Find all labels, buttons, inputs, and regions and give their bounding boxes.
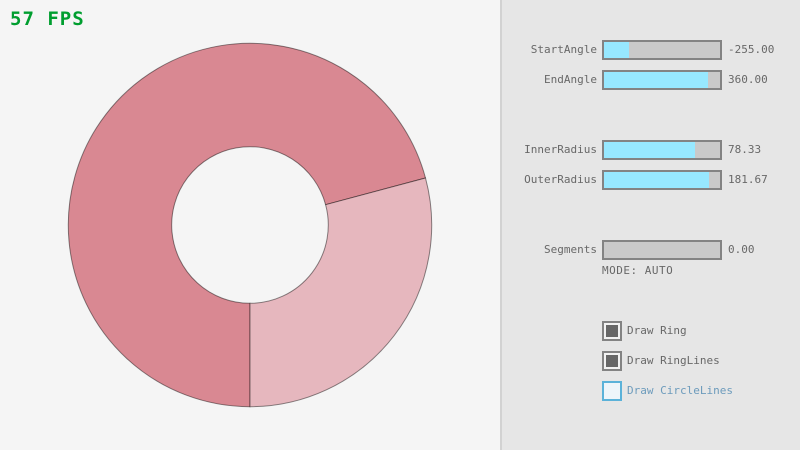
outer-radius-slider[interactable]	[602, 170, 722, 190]
ring-light-segment	[249, 177, 433, 408]
inner-radius-row: InnerRadius 78.33	[502, 140, 800, 160]
start-angle-value: -255.00	[728, 43, 775, 56]
segments-row: Segments 0.00	[502, 240, 800, 260]
checkbox-box	[602, 321, 622, 341]
slider-fill	[604, 42, 630, 58]
draw-ringlines-checkbox[interactable]: Draw RingLines	[602, 351, 800, 371]
segments-label: Segments	[544, 243, 597, 256]
start-angle-row: StartAngle -255.00	[502, 40, 800, 60]
fps-counter: 57 FPS	[10, 8, 85, 30]
mode-label: MODE: AUTO	[602, 264, 674, 277]
draw-circlelines-label: Draw CircleLines	[627, 384, 733, 397]
checkbox-check-icon	[606, 355, 618, 367]
draw-ringlines-label: Draw RingLines	[627, 354, 720, 367]
outer-radius-value: 181.67	[728, 173, 768, 186]
end-angle-label: EndAngle	[544, 73, 597, 86]
slider-fill	[604, 172, 710, 188]
inner-radius-value: 78.33	[728, 143, 762, 156]
draw-ring-label: Draw Ring	[627, 324, 687, 337]
outer-radius-label: OuterRadius	[524, 173, 597, 186]
control-panel: StartAngle -255.00 EndAngle 360.00 Inner…	[500, 0, 800, 450]
slider-fill	[604, 72, 709, 88]
inner-radius-slider[interactable]	[602, 140, 722, 160]
outer-radius-row: OuterRadius 181.67	[502, 170, 800, 190]
checkbox-box	[602, 381, 622, 401]
segments-slider[interactable]	[602, 240, 722, 260]
end-angle-slider[interactable]	[602, 70, 722, 90]
checkbox-check-icon	[606, 385, 618, 397]
inner-radius-label: InnerRadius	[524, 143, 597, 156]
start-angle-slider[interactable]	[602, 40, 722, 60]
checkbox-check-icon	[606, 325, 618, 337]
slider-fill	[604, 142, 695, 158]
draw-circlelines-checkbox[interactable]: Draw CircleLines	[602, 381, 800, 401]
end-angle-row: EndAngle 360.00	[502, 70, 800, 90]
segments-value: 0.00	[728, 243, 755, 256]
end-angle-value: 360.00	[728, 73, 768, 86]
checkbox-box	[602, 351, 622, 371]
ring-canvas	[67, 42, 433, 408]
ring-dark-segment	[67, 42, 427, 408]
start-angle-label: StartAngle	[530, 43, 597, 56]
draw-ring-checkbox[interactable]: Draw Ring	[602, 321, 800, 341]
